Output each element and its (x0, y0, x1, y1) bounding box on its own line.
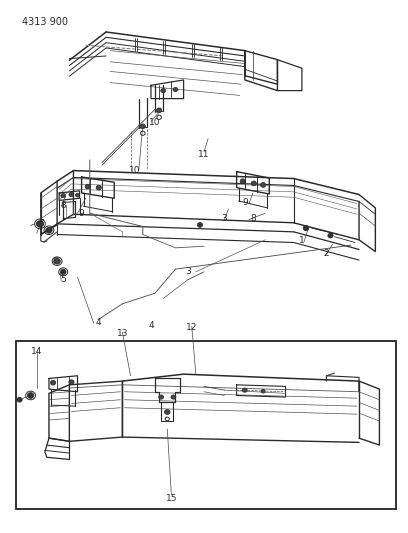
Text: 13: 13 (117, 329, 128, 337)
Bar (16, 341, 396, 509)
Ellipse shape (164, 409, 170, 415)
Ellipse shape (303, 225, 309, 231)
Ellipse shape (51, 381, 55, 385)
Ellipse shape (157, 108, 162, 112)
Text: 3: 3 (185, 268, 191, 276)
Ellipse shape (54, 259, 60, 264)
Text: 15: 15 (166, 494, 177, 503)
Ellipse shape (75, 193, 80, 197)
Text: 10: 10 (149, 118, 161, 127)
Text: 12: 12 (186, 324, 197, 332)
Text: 3: 3 (222, 214, 227, 223)
Text: 1: 1 (299, 237, 305, 245)
Ellipse shape (261, 389, 265, 393)
Text: 7: 7 (38, 220, 44, 228)
Text: 11: 11 (198, 150, 210, 159)
Ellipse shape (173, 87, 178, 92)
Text: 14: 14 (31, 348, 42, 356)
Ellipse shape (197, 223, 202, 228)
Text: 4: 4 (148, 321, 154, 329)
Ellipse shape (96, 185, 101, 190)
Ellipse shape (85, 184, 91, 189)
Ellipse shape (36, 221, 44, 227)
Ellipse shape (69, 192, 74, 197)
Text: 4: 4 (95, 318, 101, 327)
Text: 6: 6 (52, 257, 58, 265)
Ellipse shape (240, 179, 246, 183)
Text: 8: 8 (250, 214, 256, 223)
Ellipse shape (171, 395, 176, 399)
Text: 9: 9 (79, 209, 84, 217)
Text: 4313 900: 4313 900 (22, 17, 69, 27)
Ellipse shape (69, 379, 74, 385)
Text: 8: 8 (60, 201, 66, 209)
Ellipse shape (161, 88, 166, 93)
Text: 5: 5 (60, 276, 66, 284)
Ellipse shape (46, 228, 52, 233)
Ellipse shape (60, 269, 66, 274)
Ellipse shape (17, 398, 22, 402)
Ellipse shape (140, 124, 145, 128)
Text: 10: 10 (129, 166, 140, 175)
Ellipse shape (261, 182, 266, 188)
Ellipse shape (251, 181, 256, 186)
Ellipse shape (159, 395, 164, 399)
Ellipse shape (27, 392, 34, 399)
Ellipse shape (61, 193, 66, 198)
Ellipse shape (328, 233, 333, 238)
Text: 2: 2 (324, 249, 329, 257)
Text: 9: 9 (242, 198, 248, 207)
Ellipse shape (242, 388, 247, 392)
